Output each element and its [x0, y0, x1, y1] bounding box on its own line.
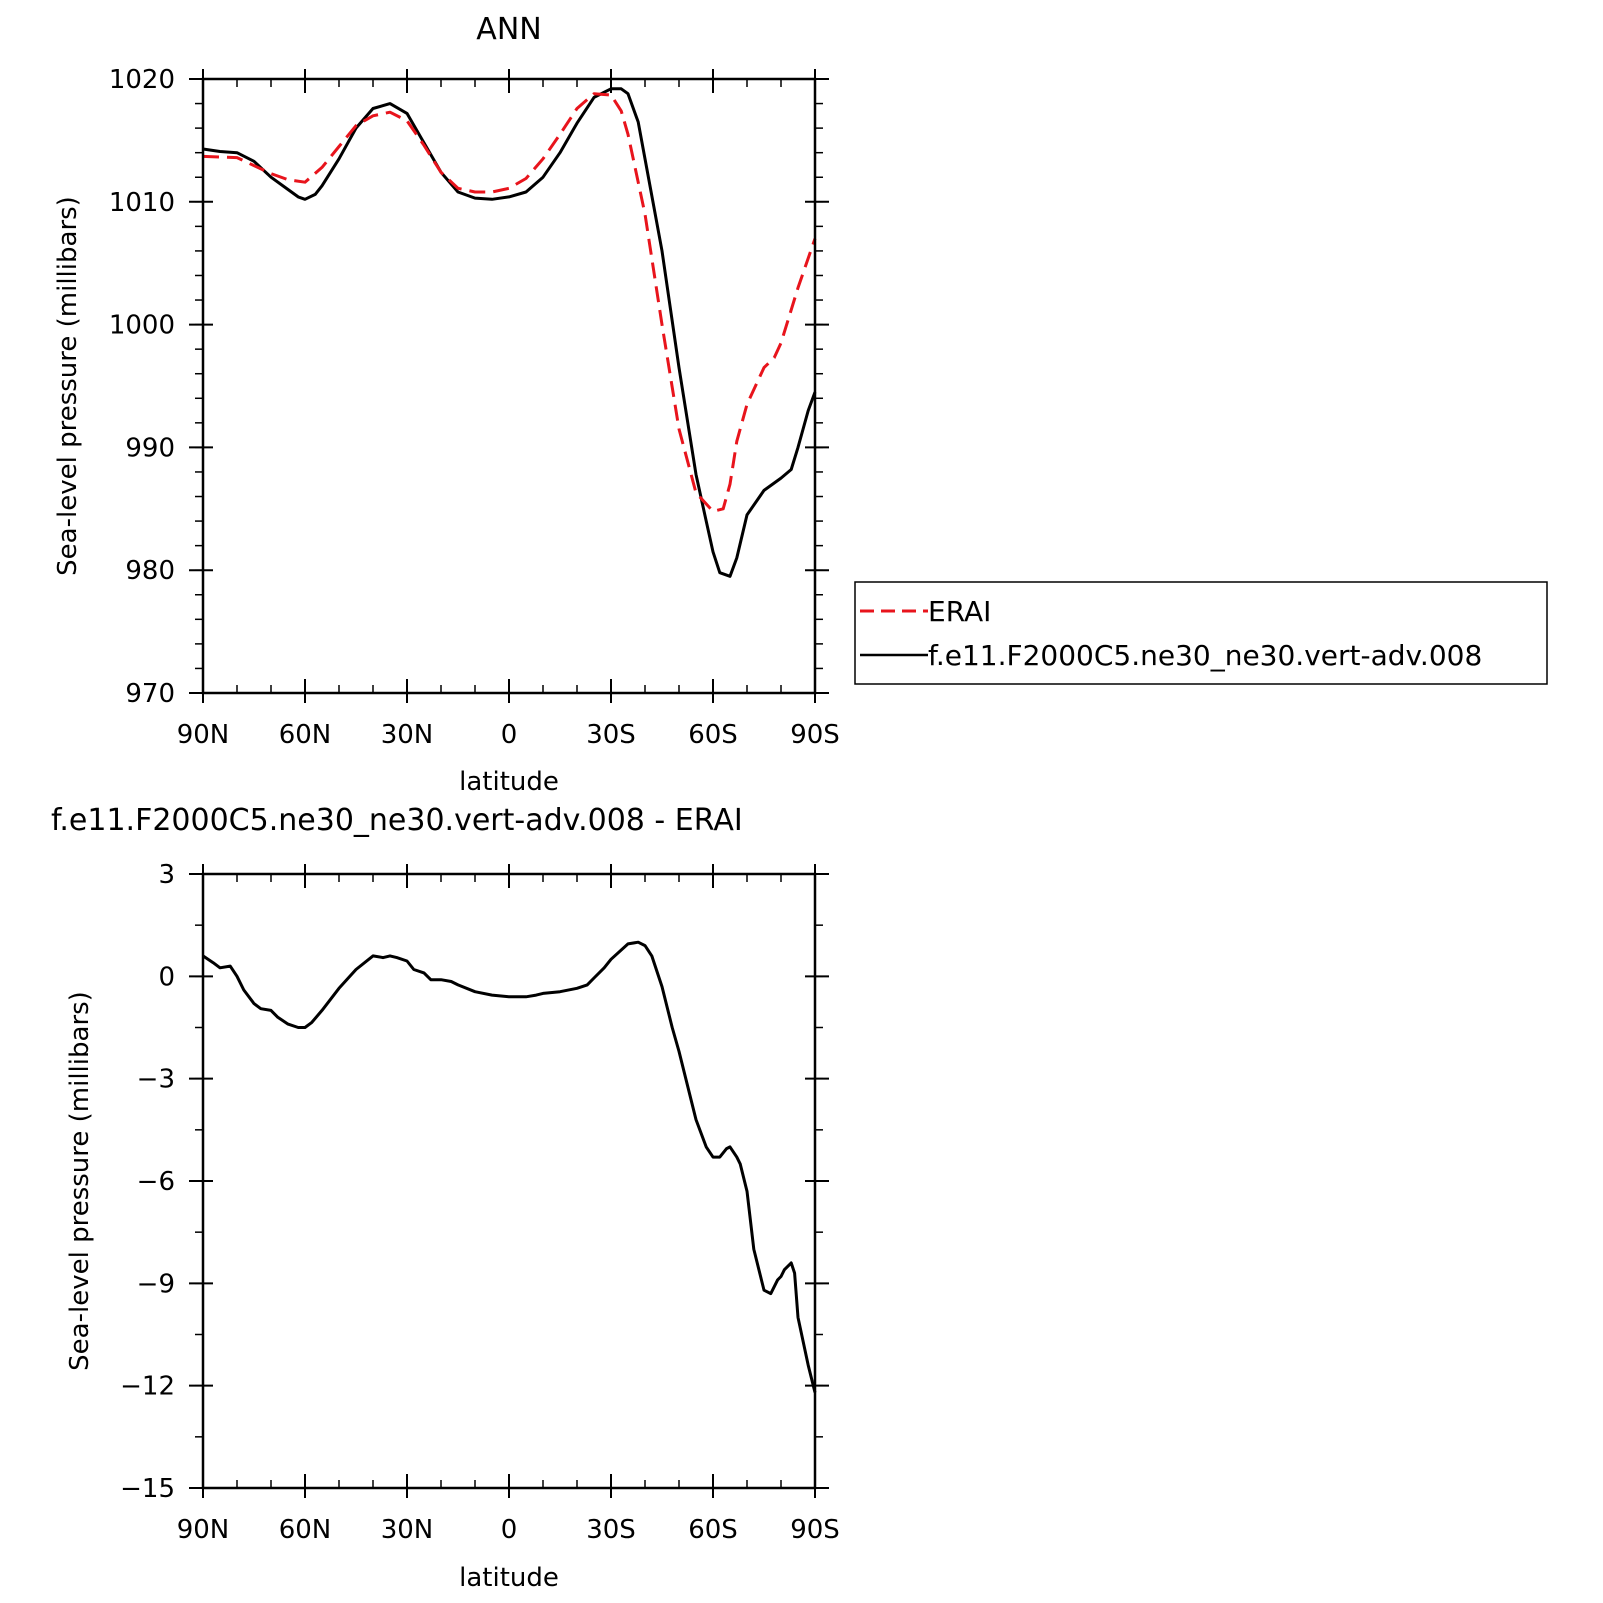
bottom-panel-x-axis-label: latitude [459, 1563, 559, 1593]
x-tick-label: 60N [279, 720, 332, 750]
x-tick-label: 90N [177, 720, 230, 750]
legend-label-model: f.e11.F2000C5.ne30_ne30.vert-adv.008 [928, 639, 1482, 672]
top-panel-x-axis-label: latitude [459, 767, 559, 797]
y-tick-label: 1010 [109, 188, 175, 218]
series-line-0-1 [202, 87, 817, 578]
y-tick-label: −15 [120, 1474, 175, 1504]
legend-label-erai: ERAI [928, 595, 991, 628]
y-tick-label: −9 [137, 1269, 175, 1299]
x-tick-label: 30S [586, 1515, 636, 1545]
legend-box [854, 581, 1548, 685]
x-tick-label: 60N [279, 1515, 332, 1545]
top-panel: ANN 90N 60N 30N 0 30S 60S 90S 970 980 990 1000 1010… [53, 12, 840, 797]
bottom-panel-series-layer [202, 940, 817, 1393]
x-tick-label: 60S [688, 1515, 738, 1545]
y-tick-label: −12 [120, 1372, 175, 1402]
x-tick-label: 0 [501, 1515, 518, 1545]
series-line-1-0 [202, 940, 817, 1393]
top-panel-series-layer [202, 87, 817, 578]
y-tick-label: 980 [125, 556, 175, 586]
bottom-panel-ticks: 90N 60N 30N 0 30S 60S 90S −15 −12 −9 −6 −3 0 3 [120, 860, 840, 1545]
top-panel-frame [201, 77, 817, 695]
y-tick-label: 1020 [109, 65, 175, 95]
top-panel-y-axis-label: Sea-level pressure (millibars) [53, 196, 83, 576]
x-tick-label: 90S [790, 1515, 840, 1545]
y-tick-label: 3 [158, 860, 175, 890]
y-tick-label: −3 [137, 1065, 175, 1095]
x-tick-label: 60S [688, 720, 738, 750]
top-panel-ticks: 90N 60N 30N 0 30S 60S 90S 970 980 990 1000 1010 1020 [109, 65, 840, 750]
x-tick-label: 90N [177, 1515, 230, 1545]
bottom-panel: f.e11.F2000C5.ne30_ne30.vert-adv.008 - E… [51, 803, 840, 1593]
y-tick-label: 1000 [109, 311, 175, 341]
x-tick-label: 90S [790, 720, 840, 750]
x-tick-label: 30N [381, 1515, 434, 1545]
bottom-panel-y-axis-label: Sea-level pressure (millibars) [65, 991, 95, 1371]
x-tick-label: 30N [381, 720, 434, 750]
series-line-0-0 [202, 92, 817, 513]
y-tick-label: −6 [137, 1167, 175, 1197]
y-tick-label: 970 [125, 679, 175, 709]
x-tick-label: 0 [501, 720, 518, 750]
y-tick-label: 990 [125, 433, 175, 463]
top-panel-title: ANN [476, 12, 541, 47]
bottom-panel-frame [201, 872, 817, 1490]
x-tick-label: 30S [586, 720, 636, 750]
bottom-panel-title: f.e11.F2000C5.ne30_ne30.vert-adv.008 - E… [51, 803, 743, 838]
legend: ERAI f.e11.F2000C5.ne30_ne30.vert-adv.00… [854, 581, 1548, 685]
y-tick-label: 0 [158, 962, 175, 992]
